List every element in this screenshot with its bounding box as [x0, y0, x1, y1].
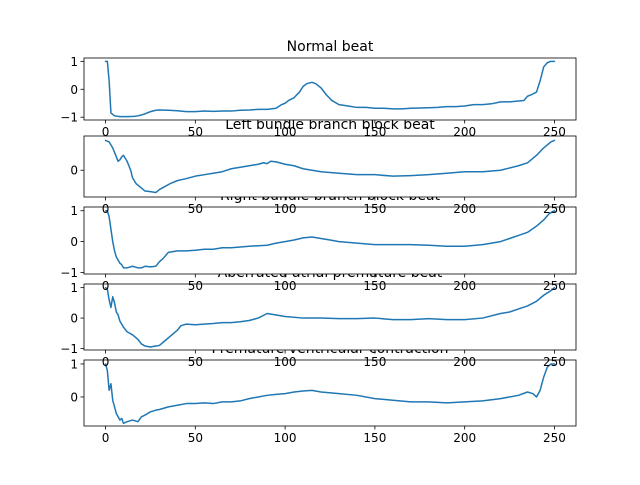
x-tick-label: 200 [453, 125, 476, 139]
x-tick-label: 150 [363, 431, 386, 445]
subplot-title: Normal beat [287, 39, 374, 55]
y-tick-label: 0 [70, 390, 78, 404]
y-tick-label: −1 [60, 266, 78, 280]
x-tick-label: 250 [543, 125, 566, 139]
x-tick-label: 50 [188, 125, 203, 139]
y-tick-label: 1 [70, 281, 78, 295]
series-line-5-1 [104, 363, 556, 425]
x-tick-label: 250 [543, 355, 566, 369]
plot-area [84, 136, 576, 197]
x-tick-label: 250 [543, 202, 566, 216]
x-tick-label: 50 [188, 355, 203, 369]
axes-frame [83, 283, 577, 351]
axes-frame [83, 206, 577, 275]
x-tick-label: 100 [274, 125, 297, 139]
y-tick-label: −1 [60, 342, 78, 356]
x-tick-label: 50 [188, 431, 203, 445]
x-tick-label: 0 [102, 279, 110, 293]
series-line-3-1 [104, 209, 556, 269]
y-tick-label: 0 [70, 164, 78, 178]
y-tick-label: 0 [70, 312, 78, 326]
subplot-1: 0 50 100 150 200 250 −1 0 1 Normal beat [60, 39, 577, 139]
series-line-4-1 [104, 286, 556, 348]
y-tick-label: −1 [60, 111, 78, 125]
x-tick-label: 250 [543, 431, 566, 445]
x-tick-label: 100 [274, 202, 297, 216]
x-tick-label: 150 [363, 279, 386, 293]
series-line-1-1 [104, 60, 556, 118]
x-tick-label: 200 [453, 355, 476, 369]
series-line-2-1 [104, 139, 556, 194]
x-tick-label: 0 [102, 431, 110, 445]
x-tick-label: 0 [102, 355, 110, 369]
x-tick-label: 250 [543, 279, 566, 293]
x-tick-label: 100 [274, 279, 297, 293]
x-tick-label: 50 [188, 202, 203, 216]
y-tick-label: 1 [70, 357, 78, 371]
y-tick-label: 0 [70, 235, 78, 249]
y-tick-label: 1 [70, 204, 78, 218]
x-tick-label: 150 [363, 202, 386, 216]
axes-frame [83, 135, 577, 198]
x-tick-label: 150 [363, 355, 386, 369]
y-tick-label: 0 [70, 83, 78, 97]
y-tick-label: 1 [70, 55, 78, 69]
x-tick-label: 200 [453, 431, 476, 445]
subplot-title: Left bundle branch block beat [225, 117, 435, 133]
plot-area [84, 284, 576, 350]
axes-frame [83, 359, 577, 427]
x-tick-label: 200 [453, 202, 476, 216]
x-tick-label: 100 [274, 431, 297, 445]
x-tick-label: 50 [188, 279, 203, 293]
x-tick-label: 0 [102, 125, 110, 139]
x-tick-label: 100 [274, 355, 297, 369]
subplot-5: 05010015020025001Premature ventricular c… [70, 341, 577, 445]
x-tick-label: 0 [102, 202, 110, 216]
x-tick-label: 200 [453, 279, 476, 293]
x-tick-label: 150 [363, 125, 386, 139]
